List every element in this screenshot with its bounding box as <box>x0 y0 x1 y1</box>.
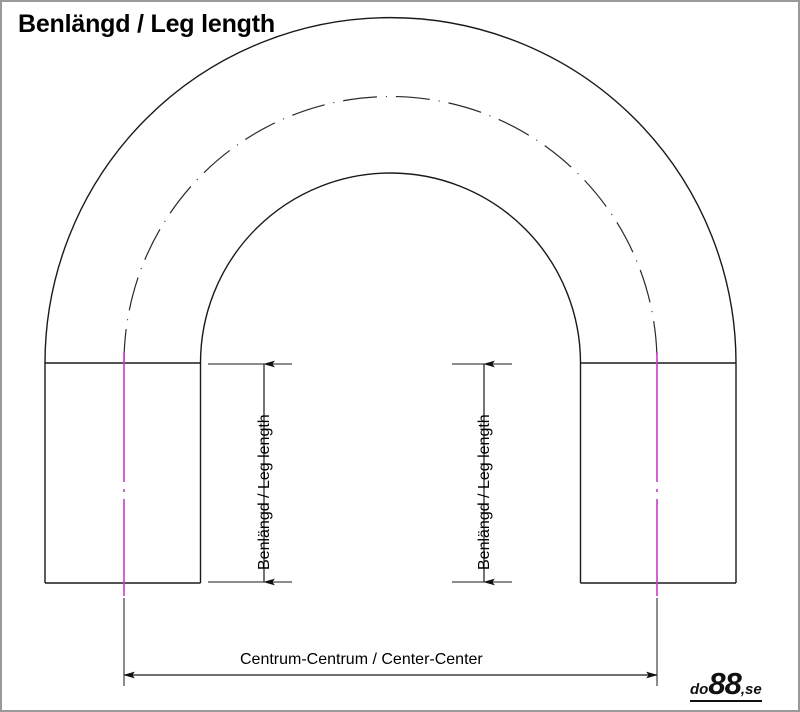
center-to-center-dimension <box>123 598 658 686</box>
logo-prefix-text: do <box>690 681 709 698</box>
right-leg-outline <box>579 362 737 584</box>
logo-suffix-text: ,se <box>740 681 762 698</box>
right-leg-dimension <box>452 360 512 586</box>
left-leg-dimension <box>208 360 292 586</box>
bend-centerline-arc <box>123 95 658 364</box>
center-to-center-dimension-label: Centrum-Centrum / Center-Center <box>240 651 483 668</box>
right-leg-dimension-label: Benlängd / Leg length <box>476 414 493 570</box>
left-leg-dimension-label: Benlängd / Leg length <box>256 414 273 570</box>
do88-logo[interactable]: do 88 ,se <box>690 668 762 702</box>
page-title: Benlängd / Leg length <box>18 10 275 38</box>
bend-outer-profile <box>44 16 737 364</box>
logo-number-text: 88 <box>708 666 741 701</box>
left-leg-outline <box>44 362 202 584</box>
